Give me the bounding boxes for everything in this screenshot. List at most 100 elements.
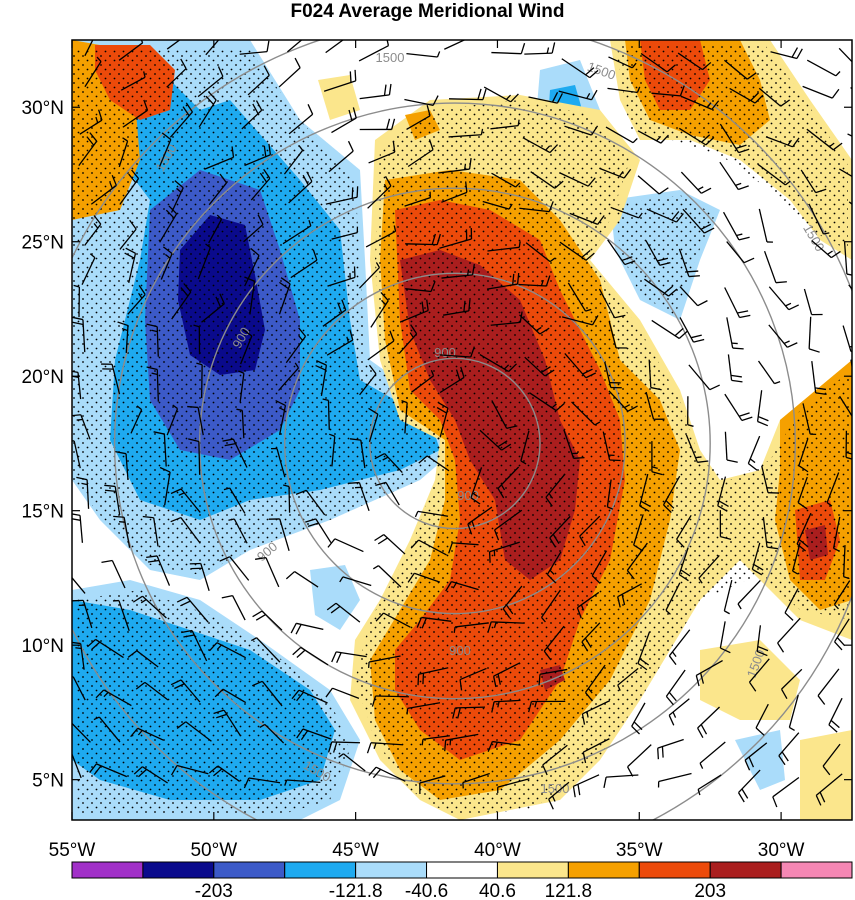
wind-barb — [491, 42, 526, 55]
wind-barb — [722, 211, 750, 241]
colorbar-swatch — [638, 861, 711, 879]
wind-barb — [158, 132, 172, 167]
wind-barb — [288, 104, 314, 135]
wind-barb — [159, 466, 171, 506]
lon-tick-label: 30°W — [758, 840, 805, 861]
wind-barb — [244, 276, 256, 315]
wind-barb — [758, 208, 773, 243]
lon-tick-label: 35°W — [616, 840, 663, 861]
wind-barb — [170, 180, 184, 213]
wind-barb — [359, 364, 377, 396]
wind-barb — [842, 325, 852, 353]
wind-barb — [765, 136, 800, 148]
wind-barb — [491, 400, 518, 429]
wind-barb — [367, 175, 392, 209]
wind-barb — [665, 669, 686, 706]
wind-barb — [581, 700, 611, 725]
range-ring-900 — [198, 187, 711, 700]
wind-barb — [399, 299, 429, 323]
wind-barb — [756, 390, 769, 427]
wind-barb — [238, 370, 245, 403]
wind-barb — [419, 775, 446, 795]
wind-barb — [201, 293, 225, 323]
wind-barb — [637, 130, 669, 144]
wind-barb — [374, 534, 406, 555]
wind-barb — [315, 360, 328, 396]
wind-barb — [405, 233, 441, 246]
wind-barb — [806, 59, 841, 77]
wind-barb — [410, 539, 447, 556]
wind-barb — [681, 95, 720, 110]
wind-barb — [445, 581, 479, 592]
wind-barb — [487, 621, 524, 633]
wind-barb — [170, 516, 201, 544]
wind-barb — [72, 316, 86, 353]
wind-barb — [608, 321, 628, 349]
wind-barb — [542, 744, 568, 776]
wind-barb — [729, 87, 764, 104]
wind-barb — [563, 429, 585, 459]
wind-barb — [530, 171, 564, 189]
range-ring-label: 900 — [449, 643, 471, 658]
wind-barb — [209, 642, 246, 659]
wind-barb — [241, 100, 263, 130]
wind-barb — [584, 664, 606, 702]
wind-barb — [358, 262, 381, 289]
stipple-west — [72, 50, 450, 575]
wind-barb — [118, 40, 144, 61]
wind-barb — [411, 369, 435, 393]
wind-barb — [525, 242, 556, 263]
wind-barb — [748, 658, 770, 692]
wind-barb — [487, 241, 521, 252]
wind-barb — [665, 582, 681, 615]
colorbar-swatch — [496, 861, 569, 879]
wind-barb — [602, 431, 621, 462]
wind-barb — [417, 667, 449, 686]
wind-barb — [135, 681, 169, 701]
wind-barb — [371, 695, 409, 707]
stipple-southwest — [75, 590, 350, 815]
wind-barb — [680, 171, 712, 194]
wind-barb — [278, 277, 291, 315]
wind-barb — [808, 203, 830, 235]
wind-barb — [115, 450, 129, 480]
shade-yellow-southeast — [700, 640, 800, 720]
wind-barb — [605, 126, 638, 144]
wind-barb — [444, 40, 466, 50]
wind-barb — [444, 733, 479, 752]
colorbar: -203 -121.8 -40.6 40.6 121.8 203 — [71, 861, 853, 900]
wind-barb — [326, 329, 354, 356]
wind-barb — [124, 247, 137, 284]
wind-barb — [802, 403, 817, 436]
wind-barb — [778, 732, 800, 766]
lon-tick-label: 40°W — [474, 840, 521, 861]
wind-barb — [798, 438, 809, 473]
wind-barb — [439, 366, 465, 394]
wind-barb — [645, 391, 665, 420]
stipple-northeast — [615, 45, 848, 250]
wind-barb — [95, 689, 132, 707]
wind-barb — [208, 765, 240, 782]
wind-barb — [699, 741, 726, 769]
wind-barb — [448, 128, 484, 138]
wind-barb — [549, 515, 571, 548]
wind-barb — [788, 694, 799, 731]
wind-barb — [414, 510, 449, 518]
wind-barb — [522, 137, 559, 154]
wind-barb — [159, 205, 178, 243]
wind-barb — [676, 515, 692, 548]
wind-barb — [236, 408, 245, 439]
wind-barb — [626, 542, 648, 580]
wind-barb — [169, 102, 193, 138]
wind-barb — [113, 515, 131, 548]
wind-barb — [651, 441, 663, 476]
wind-barb — [104, 484, 121, 515]
wind-barb — [581, 622, 601, 652]
wind-barb — [407, 572, 441, 583]
wind-barb — [737, 769, 761, 803]
wind-barb — [486, 273, 520, 290]
wind-barb — [529, 392, 565, 412]
wind-barb — [247, 65, 270, 96]
wind-barb — [828, 697, 843, 733]
wind-barb — [524, 356, 555, 377]
